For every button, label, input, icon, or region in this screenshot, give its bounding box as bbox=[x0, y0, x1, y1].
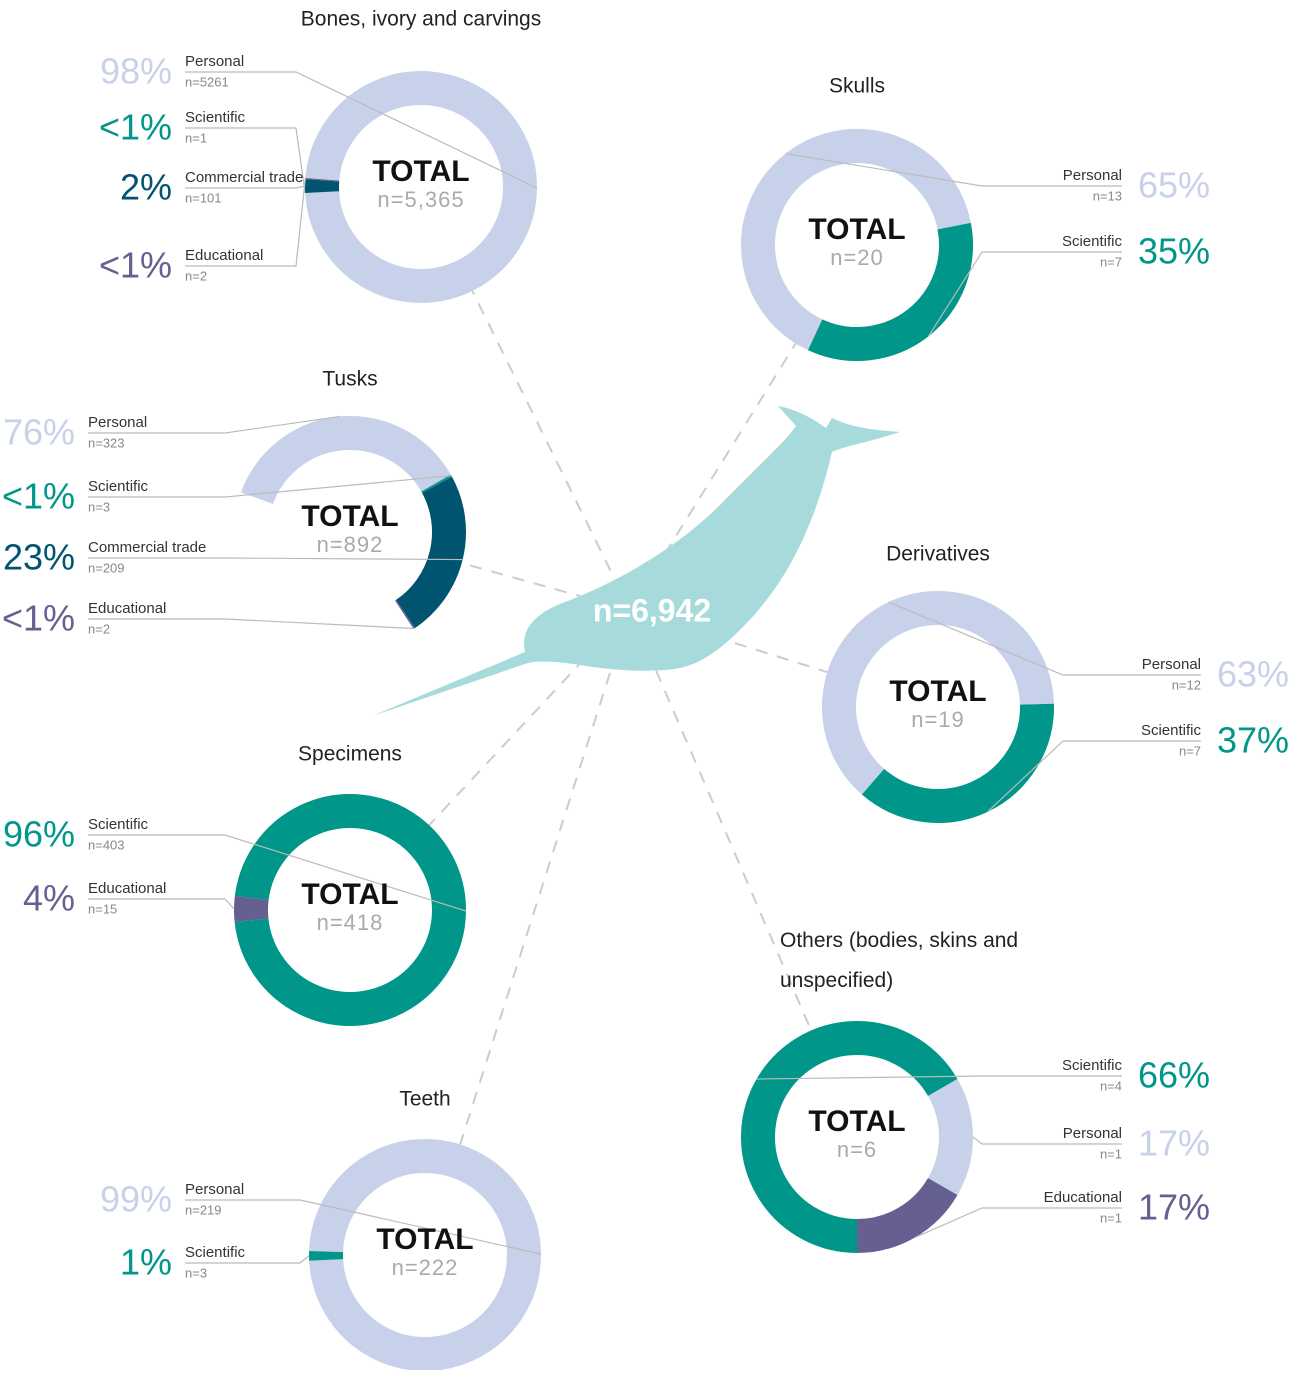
segment-count: n=403 bbox=[88, 837, 125, 852]
segment-percent: 35% bbox=[1138, 231, 1210, 272]
center-label: TOTAL bbox=[808, 1105, 905, 1138]
center-label: TOTAL bbox=[808, 213, 905, 246]
segment-percent: 17% bbox=[1138, 1187, 1210, 1228]
segment-count: n=1 bbox=[185, 130, 207, 145]
segment-name: Scientific bbox=[88, 478, 149, 495]
center-label: TOTAL bbox=[372, 155, 469, 188]
center-label: TOTAL bbox=[889, 675, 986, 708]
segment-percent: 96% bbox=[3, 814, 75, 855]
donut-segment bbox=[436, 483, 437, 485]
chart-title: Specimens bbox=[298, 743, 402, 766]
donut-segment bbox=[251, 898, 252, 920]
donut-segment bbox=[404, 614, 405, 615]
center-total: n=5,365 bbox=[377, 187, 464, 212]
segment-percent: <1% bbox=[2, 598, 75, 639]
chart-title: Bones, ivory and carvings bbox=[301, 8, 541, 31]
segment-name: Scientific bbox=[1062, 1057, 1123, 1074]
segment-name: Personal bbox=[185, 1181, 244, 1198]
segment-percent: 98% bbox=[100, 51, 172, 92]
center-total: n=222 bbox=[392, 1255, 459, 1280]
center-total: n=19 bbox=[911, 707, 965, 732]
segment-name: Personal bbox=[1063, 167, 1122, 184]
segment-name: Scientific bbox=[185, 1244, 246, 1261]
segment-percent: 76% bbox=[3, 412, 75, 453]
segment-count: n=12 bbox=[1172, 677, 1201, 692]
segment-count: n=2 bbox=[88, 621, 110, 636]
segment-count: n=1 bbox=[1100, 1146, 1122, 1161]
segment-count: n=13 bbox=[1093, 188, 1122, 203]
segment-name: Personal bbox=[185, 53, 244, 70]
segment-name: Personal bbox=[1063, 1125, 1122, 1142]
segment-name: Commercial trade bbox=[185, 169, 303, 186]
segment-count: n=2 bbox=[185, 268, 207, 283]
segment-count: n=5261 bbox=[185, 74, 229, 89]
segment-count: n=7 bbox=[1179, 743, 1201, 758]
segment-percent: 63% bbox=[1217, 654, 1289, 695]
chart-title: Skulls bbox=[829, 75, 885, 98]
center-total: n=892 bbox=[317, 532, 384, 557]
center-label: TOTAL bbox=[301, 878, 398, 911]
center-total: n=20 bbox=[830, 245, 884, 270]
segment-percent: <1% bbox=[2, 476, 75, 517]
segment-count: n=3 bbox=[185, 1265, 207, 1280]
charts: Personal n=5261 98% Scientific n=1 <1% Commerc… bbox=[2, 8, 1289, 1370]
chart-title: Teeth bbox=[399, 1088, 450, 1111]
segment-count: n=209 bbox=[88, 560, 125, 575]
center-label: TOTAL bbox=[376, 1223, 473, 1256]
segment-percent: 99% bbox=[100, 1179, 172, 1220]
segment-count: n=101 bbox=[185, 190, 222, 205]
segment-count: n=7 bbox=[1100, 254, 1122, 269]
center-total: n=418 bbox=[317, 910, 384, 935]
segment-percent: 23% bbox=[3, 537, 75, 578]
segment-name: Personal bbox=[88, 414, 147, 431]
center-total: n=6 bbox=[837, 1137, 877, 1162]
segment-name: Personal bbox=[1142, 656, 1201, 673]
segment-name: Educational bbox=[185, 247, 263, 264]
segment-name: Educational bbox=[88, 880, 166, 897]
segment-name: Commercial trade bbox=[88, 539, 206, 556]
segment-name: Educational bbox=[88, 600, 166, 617]
segment-percent: <1% bbox=[99, 245, 172, 286]
segment-count: n=323 bbox=[88, 435, 125, 450]
segment-percent: 4% bbox=[23, 878, 75, 919]
segment-name: Scientific bbox=[88, 816, 149, 833]
chart-title: Tusks bbox=[322, 368, 377, 391]
donut-segment bbox=[943, 1088, 956, 1187]
segment-name: Scientific bbox=[1062, 233, 1123, 250]
segment-count: n=219 bbox=[185, 1202, 222, 1217]
segment-percent: 66% bbox=[1138, 1055, 1210, 1096]
segment-percent: 1% bbox=[120, 1242, 172, 1283]
segment-percent: <1% bbox=[99, 107, 172, 148]
chart-title: Derivatives bbox=[886, 543, 990, 566]
segment-percent: 17% bbox=[1138, 1123, 1210, 1164]
segment-name: Scientific bbox=[185, 109, 246, 126]
segment-count: n=3 bbox=[88, 499, 110, 514]
leader-line bbox=[185, 186, 305, 188]
infographic: n=6,942 Personal n=5261 98% Scientific n=1 <1… bbox=[0, 0, 1293, 1370]
chart-title-box: Others (bodies, skins and unspecified) bbox=[780, 921, 1020, 1011]
segment-count: n=4 bbox=[1100, 1078, 1122, 1093]
segment-percent: 65% bbox=[1138, 165, 1210, 206]
segment-count: n=15 bbox=[88, 901, 117, 916]
segment-name: Scientific bbox=[1141, 722, 1202, 739]
segment-percent: 2% bbox=[120, 167, 172, 208]
segment-percent: 37% bbox=[1217, 720, 1289, 761]
chart-title: Others (bodies, skins and unspecified) bbox=[780, 921, 1020, 1001]
center-label: TOTAL bbox=[301, 500, 398, 533]
segment-count: n=1 bbox=[1100, 1210, 1122, 1225]
segment-name: Educational bbox=[1044, 1189, 1122, 1206]
grand-total: n=6,942 bbox=[593, 592, 711, 628]
leader-line bbox=[915, 1208, 1122, 1237]
